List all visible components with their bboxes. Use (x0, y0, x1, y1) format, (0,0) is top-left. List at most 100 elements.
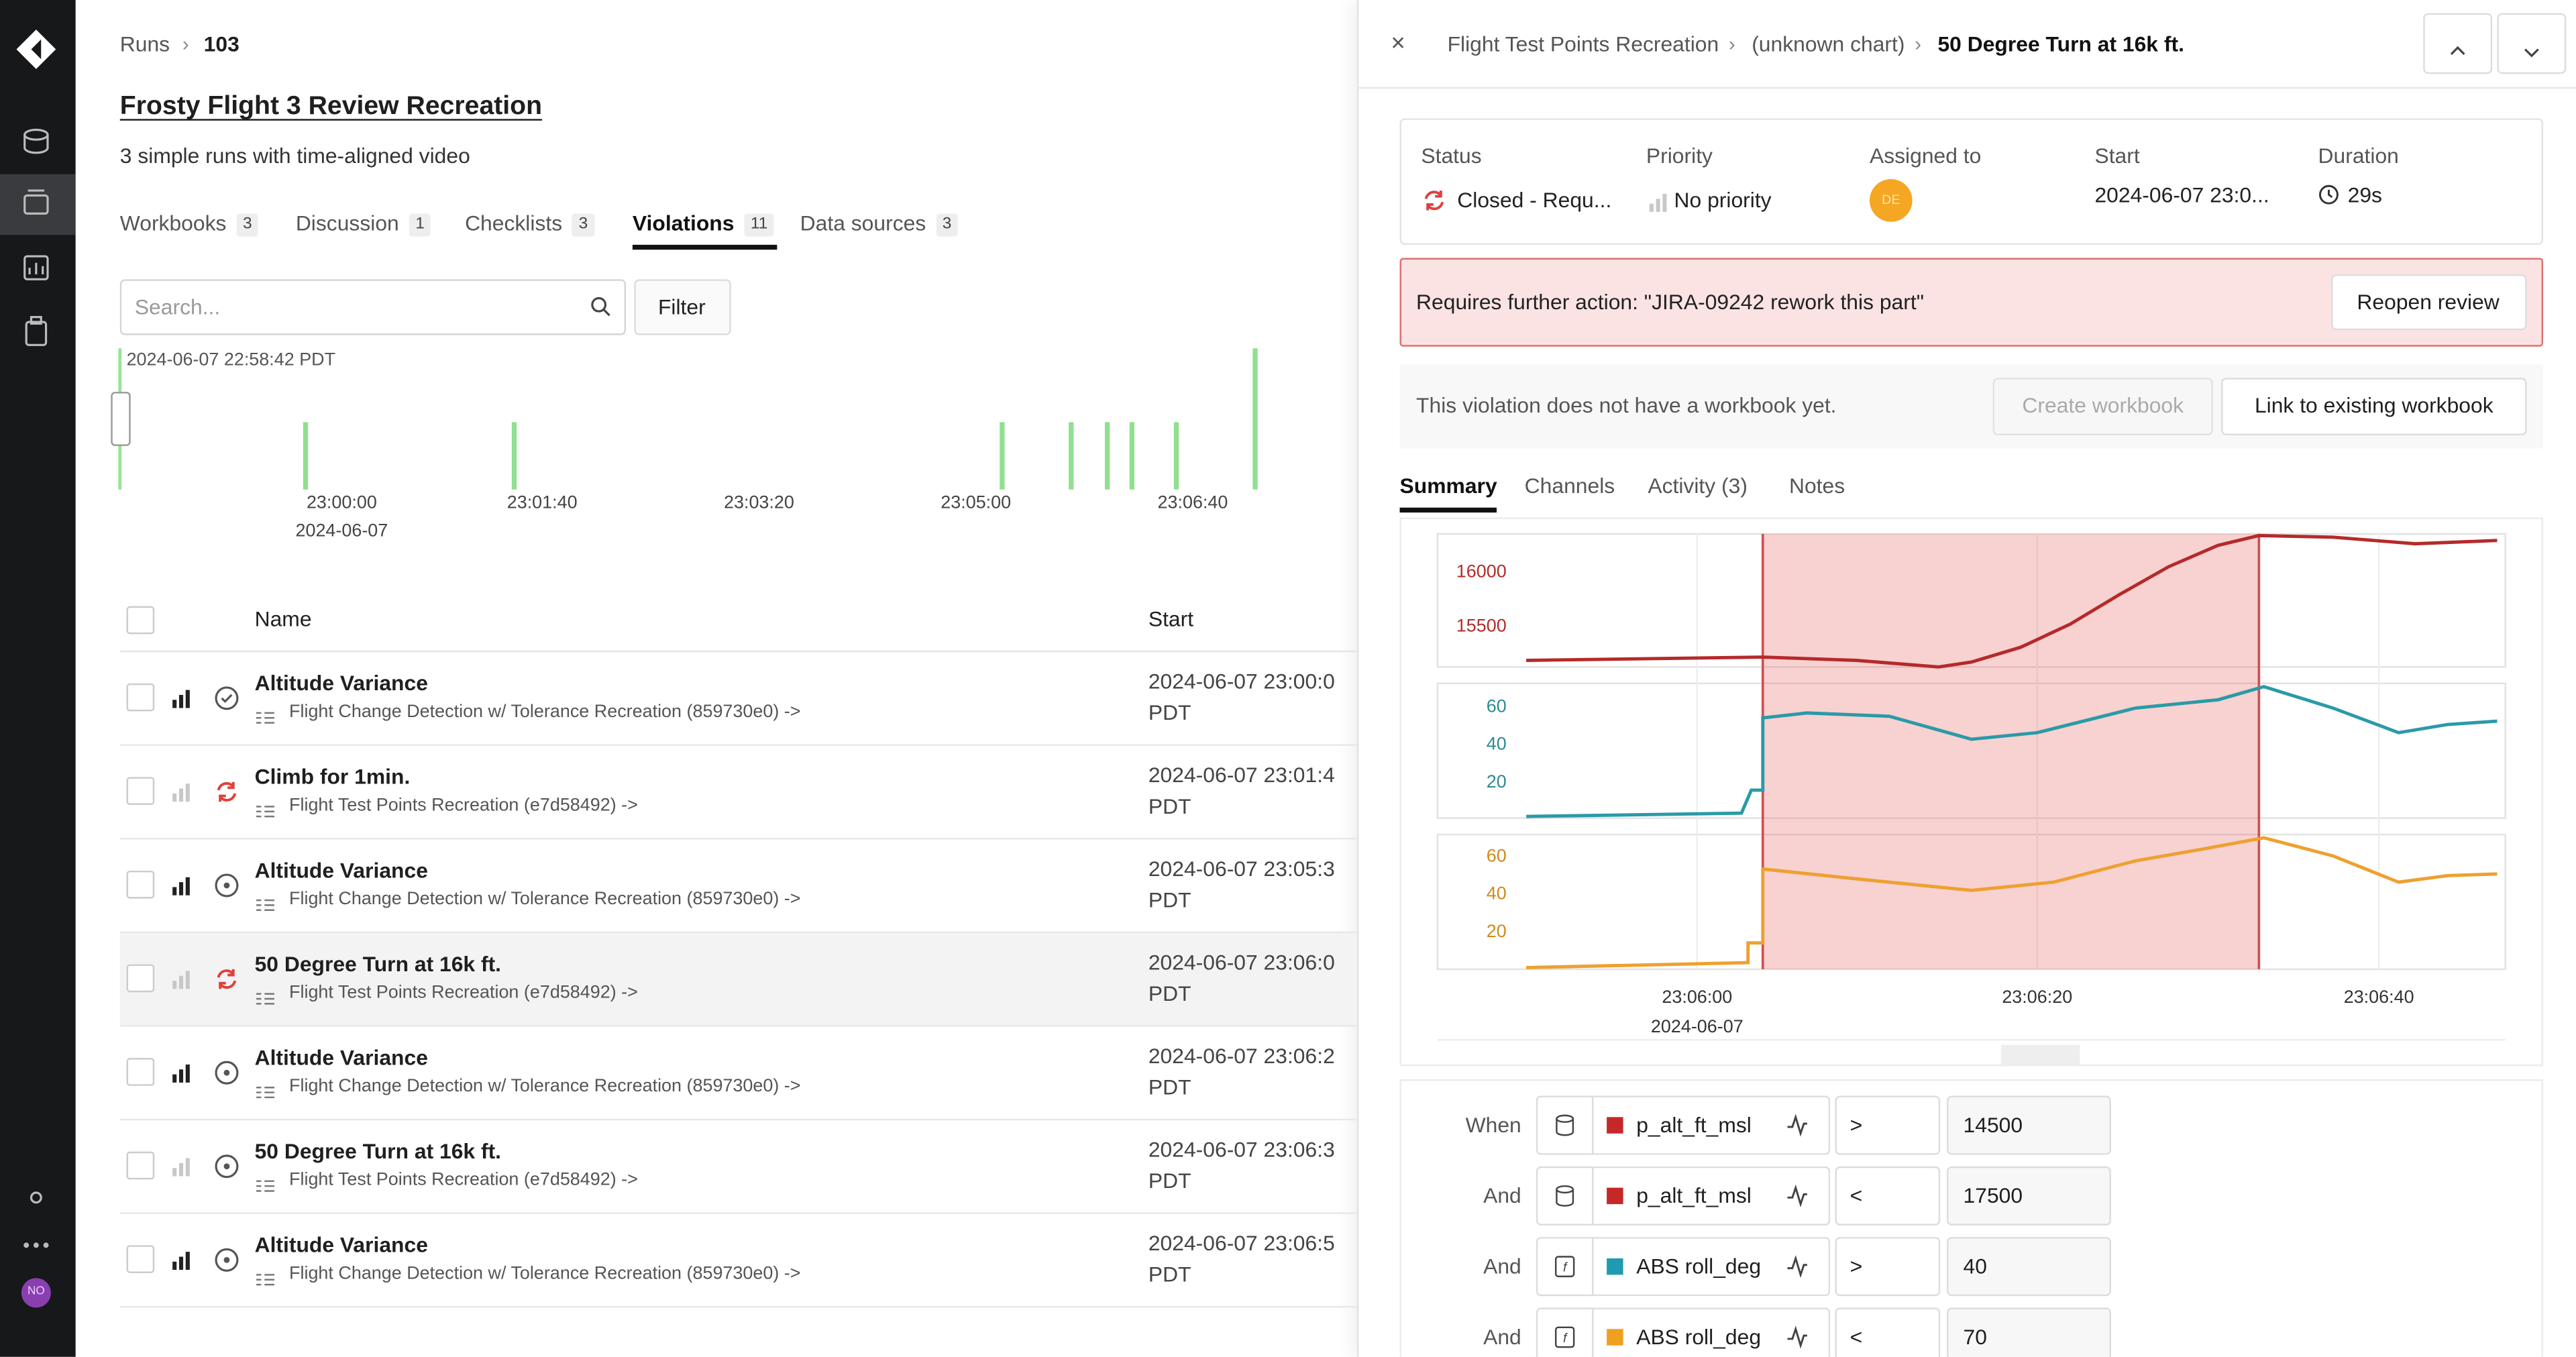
tab[interactable]: Workbooks (119, 210, 227, 235)
violation-name: Altitude Variance (254, 1045, 428, 1070)
table-row[interactable] (119, 652, 1357, 746)
chart-card (1399, 517, 2544, 1067)
close-button[interactable]: × (1391, 30, 1405, 58)
channel-name: ABS roll_deg (1636, 1254, 1762, 1279)
roll-line (1526, 685, 2498, 818)
priority-icon (169, 1060, 194, 1085)
svg-text:f: f (1563, 1260, 1568, 1275)
operator-box[interactable] (1835, 1307, 1941, 1357)
operator-box[interactable] (1835, 1095, 1941, 1155)
table-row[interactable] (119, 1027, 1357, 1121)
altitude-line (1526, 533, 2498, 669)
detail-tab[interactable]: Activity (3) (1648, 473, 1748, 498)
tab[interactable]: Discussion (295, 210, 399, 235)
tab[interactable]: Data sources (800, 210, 926, 235)
row-checkbox[interactable] (126, 1151, 155, 1180)
row-checkbox[interactable] (126, 683, 155, 712)
channel-box[interactable] (1592, 1237, 1831, 1297)
table-row[interactable] (119, 933, 1357, 1027)
table-row[interactable] (119, 839, 1357, 934)
channel-box[interactable] (1592, 1095, 1831, 1155)
reopen-button[interactable] (2331, 274, 2527, 331)
priority-icon (169, 872, 194, 897)
chevron-up (2448, 36, 2467, 55)
start-value: 2024-06-07 23:0... (2094, 182, 2269, 208)
status-icon (213, 779, 239, 805)
chevron-down (2522, 38, 2541, 58)
breadcrumb-link[interactable]: (unknown chart) (1752, 32, 1905, 56)
row-checkbox[interactable] (126, 777, 155, 806)
y-tick-label: 15500 (1456, 616, 1507, 637)
breadcrumb-current: 50 Degree Turn at 16k ft. (1937, 32, 2184, 56)
tab[interactable]: Violations (632, 210, 735, 235)
row-checkbox[interactable] (126, 964, 155, 993)
detail-tab[interactable]: Notes (1788, 473, 1845, 498)
threshold-value: 17500 (1963, 1183, 2023, 1208)
table-row[interactable] (119, 746, 1357, 840)
user-avatar[interactable]: NO (28, 1286, 45, 1298)
y-tick-label: 20 (1486, 773, 1507, 793)
rule-source[interactable]: Flight Change Detection w/ Tolerance Rec… (289, 1077, 801, 1097)
scrollbar[interactable] (2000, 1044, 2080, 1065)
value-input[interactable] (1947, 1307, 2111, 1357)
column-header: Start (1148, 606, 1194, 631)
source-icon (1554, 1185, 1576, 1207)
next-button[interactable] (2497, 13, 2567, 74)
priority-icon (169, 966, 194, 991)
operator-box[interactable] (1835, 1166, 1941, 1226)
search-input[interactable] (119, 279, 627, 335)
breadcrumb-link[interactable]: Runs (119, 32, 170, 56)
rule-source[interactable]: Flight Test Points Recreation (e7d58492)… (289, 796, 638, 816)
table-row[interactable] (119, 1214, 1357, 1308)
source-icon (256, 1266, 274, 1286)
source-icon (256, 985, 274, 1005)
column-header: Name (254, 606, 312, 631)
channel-box[interactable] (1592, 1166, 1831, 1226)
alert-text: Requires further action: "JIRA-09242 rew… (1416, 289, 1925, 315)
rule-source[interactable]: Flight Change Detection w/ Tolerance Rec… (289, 702, 801, 722)
row-checkbox[interactable] (126, 1245, 155, 1273)
svg-text:f: f (1563, 1331, 1568, 1346)
range-handle[interactable] (111, 392, 131, 446)
table-row[interactable] (119, 1120, 1357, 1214)
search-icon (590, 296, 611, 317)
breadcrumb-sep: › (1915, 32, 1921, 56)
value-input[interactable] (1947, 1237, 2111, 1297)
detail-tab[interactable]: Summary (1399, 473, 1497, 498)
filter-button[interactable] (634, 279, 731, 335)
timeline-start: 2024-06-07 22:58:42 PDT (126, 350, 336, 371)
source-box[interactable] (1536, 1237, 1594, 1297)
tab-count: 1 (409, 213, 431, 237)
row-checkbox[interactable] (126, 1058, 155, 1086)
operator-box[interactable] (1835, 1237, 1941, 1297)
status-icon (213, 685, 239, 711)
grid-lines (1696, 533, 2380, 969)
source-box[interactable] (1536, 1095, 1594, 1155)
value-input[interactable] (1947, 1095, 2111, 1155)
rule-source[interactable]: Flight Test Points Recreation (e7d58492)… (289, 983, 638, 1003)
breadcrumb-link[interactable]: Flight Test Points Recreation (1447, 32, 1719, 56)
source-box[interactable] (1536, 1307, 1594, 1357)
rule-source[interactable]: Flight Change Detection w/ Tolerance Rec… (289, 1264, 801, 1284)
detail-tab[interactable]: Channels (1524, 473, 1615, 498)
prev-button[interactable] (2423, 13, 2493, 74)
operator: > (1849, 1112, 1863, 1138)
rule-source[interactable]: Flight Change Detection w/ Tolerance Rec… (289, 889, 801, 910)
header-checkbox[interactable] (126, 606, 155, 635)
link-workbook-button[interactable] (2221, 378, 2527, 435)
start-zone: PDT (1148, 981, 1191, 1006)
plot-frames (1436, 533, 2506, 971)
value-input[interactable] (1947, 1166, 2111, 1226)
assignee-avatar (1869, 178, 1913, 222)
tab[interactable]: Checklists (465, 210, 563, 235)
row-checkbox[interactable] (126, 870, 155, 899)
breadcrumb-current: 103 (203, 32, 239, 56)
channel-box[interactable] (1592, 1307, 1831, 1357)
x-tick-label: 23:06:40 (2343, 987, 2414, 1008)
create-workbook-button[interactable] (1992, 378, 2213, 435)
link-workbook-label: Link to existing workbook (2254, 392, 2493, 418)
source-box[interactable] (1536, 1166, 1594, 1226)
rule-source[interactable]: Flight Test Points Recreation (e7d58492)… (289, 1170, 638, 1191)
